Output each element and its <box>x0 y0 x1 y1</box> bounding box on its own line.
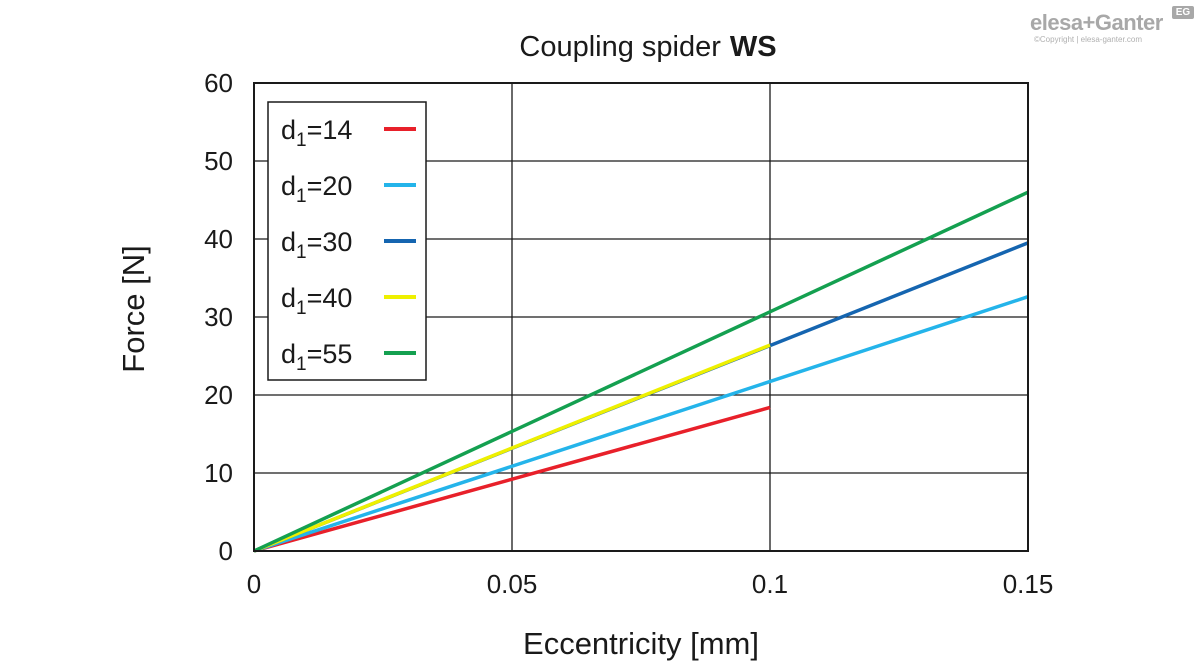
brand-badge: EG <box>1172 6 1194 19</box>
y-tick-label: 30 <box>204 302 233 332</box>
x-tick-label: 0.05 <box>487 569 538 599</box>
legend-label: d1=14 <box>281 115 352 151</box>
chart-title-main: Coupling spider <box>519 31 721 63</box>
y-tick-label: 10 <box>204 458 233 488</box>
legend: d1=14 d1=20 d1=30 d1=40 d1=55 <box>267 101 427 381</box>
series-line-2 <box>253 295 1029 553</box>
series-line-4 <box>253 343 771 553</box>
y-tick-label: 60 <box>204 68 233 98</box>
x-tick-label: 0 <box>247 569 261 599</box>
x-tick-labels: 0 0.05 0.1 0.15 <box>247 569 1054 599</box>
legend-label: d1=30 <box>281 227 352 263</box>
x-tick-label: 0.1 <box>752 569 788 599</box>
brand-logo-text: elesa+Ganter <box>1030 10 1163 35</box>
x-axis-label: Eccentricity [mm] <box>523 626 759 661</box>
legend-label: d1=55 <box>281 339 352 375</box>
series-line-5 <box>253 190 1029 553</box>
y-tick-label: 40 <box>204 224 233 254</box>
legend-label: d1=40 <box>281 283 352 319</box>
brand-copyright: ©Copyright | elesa-ganter.com <box>1034 35 1143 44</box>
chart-title: Coupling spider WS <box>519 31 776 63</box>
y-tick-label: 50 <box>204 146 233 176</box>
series-lines <box>253 190 1029 553</box>
x-tick-label: 0.15 <box>1003 569 1054 599</box>
series-line-1 <box>253 405 771 553</box>
legend-label: d1=20 <box>281 171 352 207</box>
y-tick-label: 20 <box>204 380 233 410</box>
chart-title-bold: WS <box>730 31 777 63</box>
y-tick-labels: 0 10 20 30 40 50 60 <box>204 68 233 566</box>
y-tick-label: 0 <box>219 536 233 566</box>
plot-frame <box>253 82 1029 552</box>
y-axis-label: Force [N] <box>116 245 151 372</box>
brand-logo: elesa+Ganter EG ©Copyright | elesa-gante… <box>1030 6 1195 46</box>
